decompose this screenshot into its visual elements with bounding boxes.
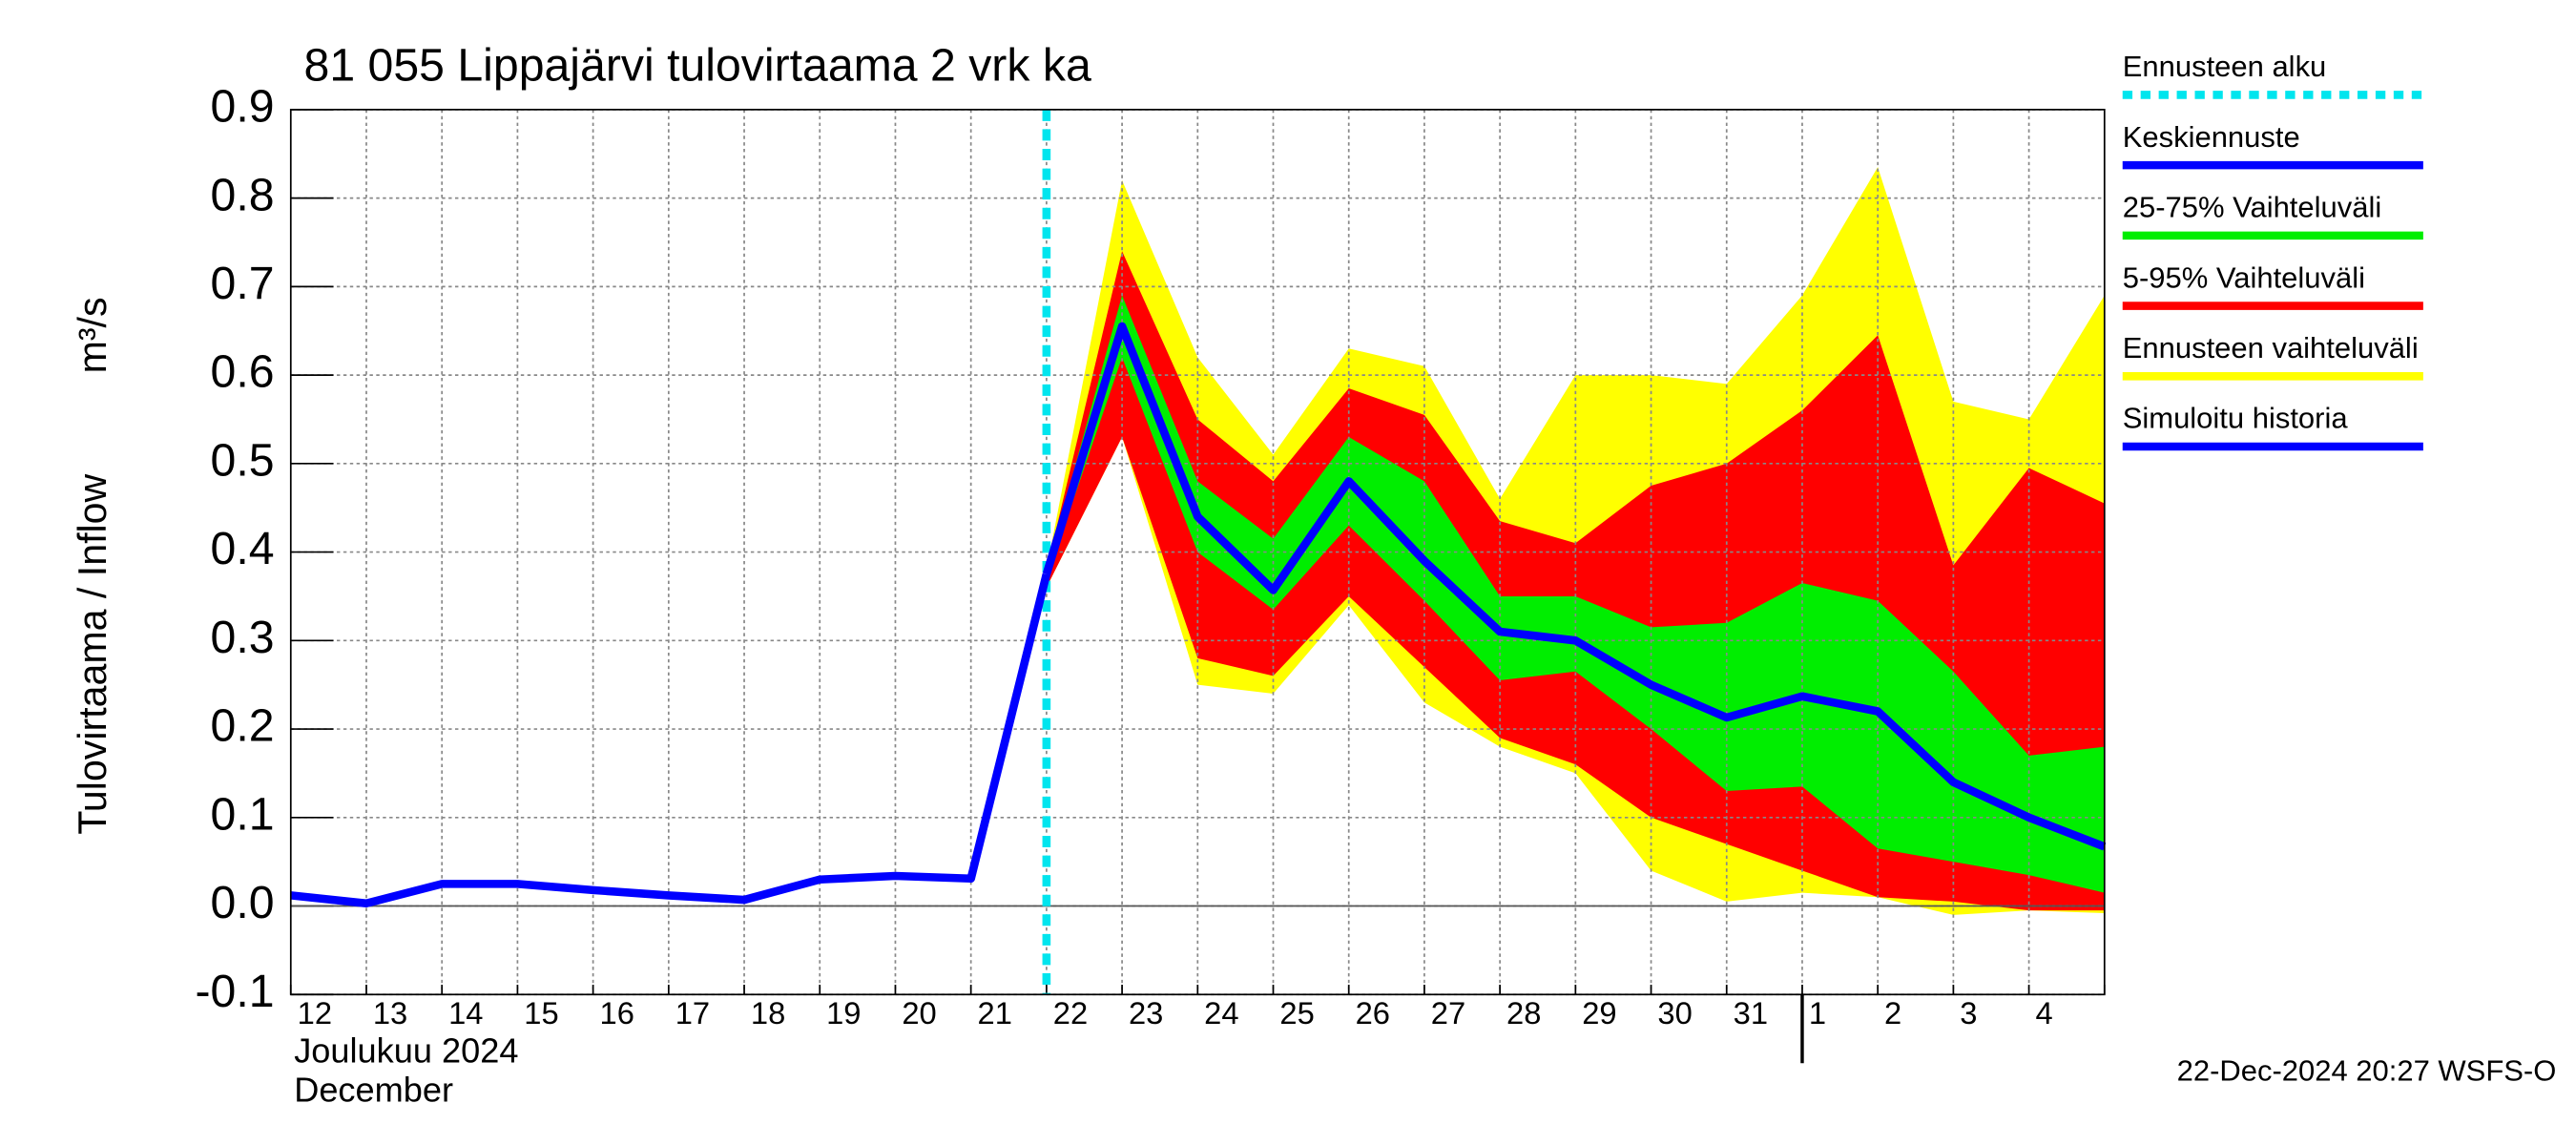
x-tick-label: 18 [751, 995, 785, 1030]
x-tick-label: 26 [1356, 995, 1390, 1030]
y-tick-label: 0.7 [211, 258, 275, 309]
band [1046, 295, 2105, 893]
x-tick-label: 1 [1809, 995, 1826, 1030]
x-tick-label: 23 [1129, 995, 1163, 1030]
x-tick-label: 20 [902, 995, 936, 1030]
x-tick-label: 2 [1884, 995, 1901, 1030]
y-tick-label: 0.4 [211, 523, 275, 574]
y-tick-label: 0.0 [211, 877, 275, 928]
series-line [1042, 322, 2107, 851]
x-tick-label: 13 [373, 995, 407, 1030]
legend-label: Keskiennuste [2123, 120, 2300, 154]
footer: 22-Dec-2024 20:27 WSFS-O [2177, 1054, 2557, 1088]
y-tick-label: 0.3 [211, 612, 275, 663]
x-tick-label: 28 [1506, 995, 1541, 1030]
x-tick-label: 22 [1053, 995, 1088, 1030]
series-line [290, 572, 1051, 908]
month-label: December [294, 1071, 453, 1110]
x-tick-label: 19 [826, 995, 861, 1030]
legend-label: Ennusteen alku [2123, 50, 2327, 83]
y-tick-label: 0.6 [211, 346, 275, 398]
y-axis-label: Tulovirtaama / Inflow [71, 474, 114, 835]
x-tick-label: 21 [978, 995, 1012, 1030]
x-tick-label: 16 [600, 995, 634, 1030]
x-tick-label: 15 [524, 995, 558, 1030]
legend-label: Simuloitu historia [2123, 402, 2349, 435]
x-tick-label: 30 [1657, 995, 1692, 1030]
x-tick-label: 14 [448, 995, 483, 1030]
y-tick-label: 0.2 [211, 700, 275, 752]
x-tick-label: 29 [1582, 995, 1616, 1030]
x-tick-label: 12 [298, 995, 332, 1030]
y-tick-label: 0.8 [211, 169, 275, 220]
y-tick-label: -0.1 [196, 966, 275, 1017]
y-tick-label: 0.9 [211, 81, 275, 133]
plot-frame [289, 109, 2106, 996]
chart-title: 81 055 Lippajärvi tulovirtaama 2 vrk ka [304, 40, 1091, 92]
x-tick-label: 31 [1734, 995, 1768, 1030]
y-tick-label: 0.5 [211, 435, 275, 487]
month-label: Joulukuu 2024 [294, 1031, 518, 1071]
x-tick-label: 27 [1431, 995, 1465, 1030]
x-tick-label: 24 [1204, 995, 1238, 1030]
x-tick-label: 25 [1279, 995, 1314, 1030]
legend-label: 5-95% Vaihteluväli [2123, 260, 2365, 294]
y-axis-unit: m³/s [71, 297, 114, 373]
legend-label: 25-75% Vaihteluväli [2123, 191, 2381, 224]
y-tick-label: 0.1 [211, 789, 275, 841]
x-tick-label: 4 [2035, 995, 2052, 1030]
x-tick-label: 17 [675, 995, 710, 1030]
legend-label: Ennusteen vaihteluväli [2123, 331, 2419, 364]
x-tick-label: 3 [1960, 995, 1977, 1030]
